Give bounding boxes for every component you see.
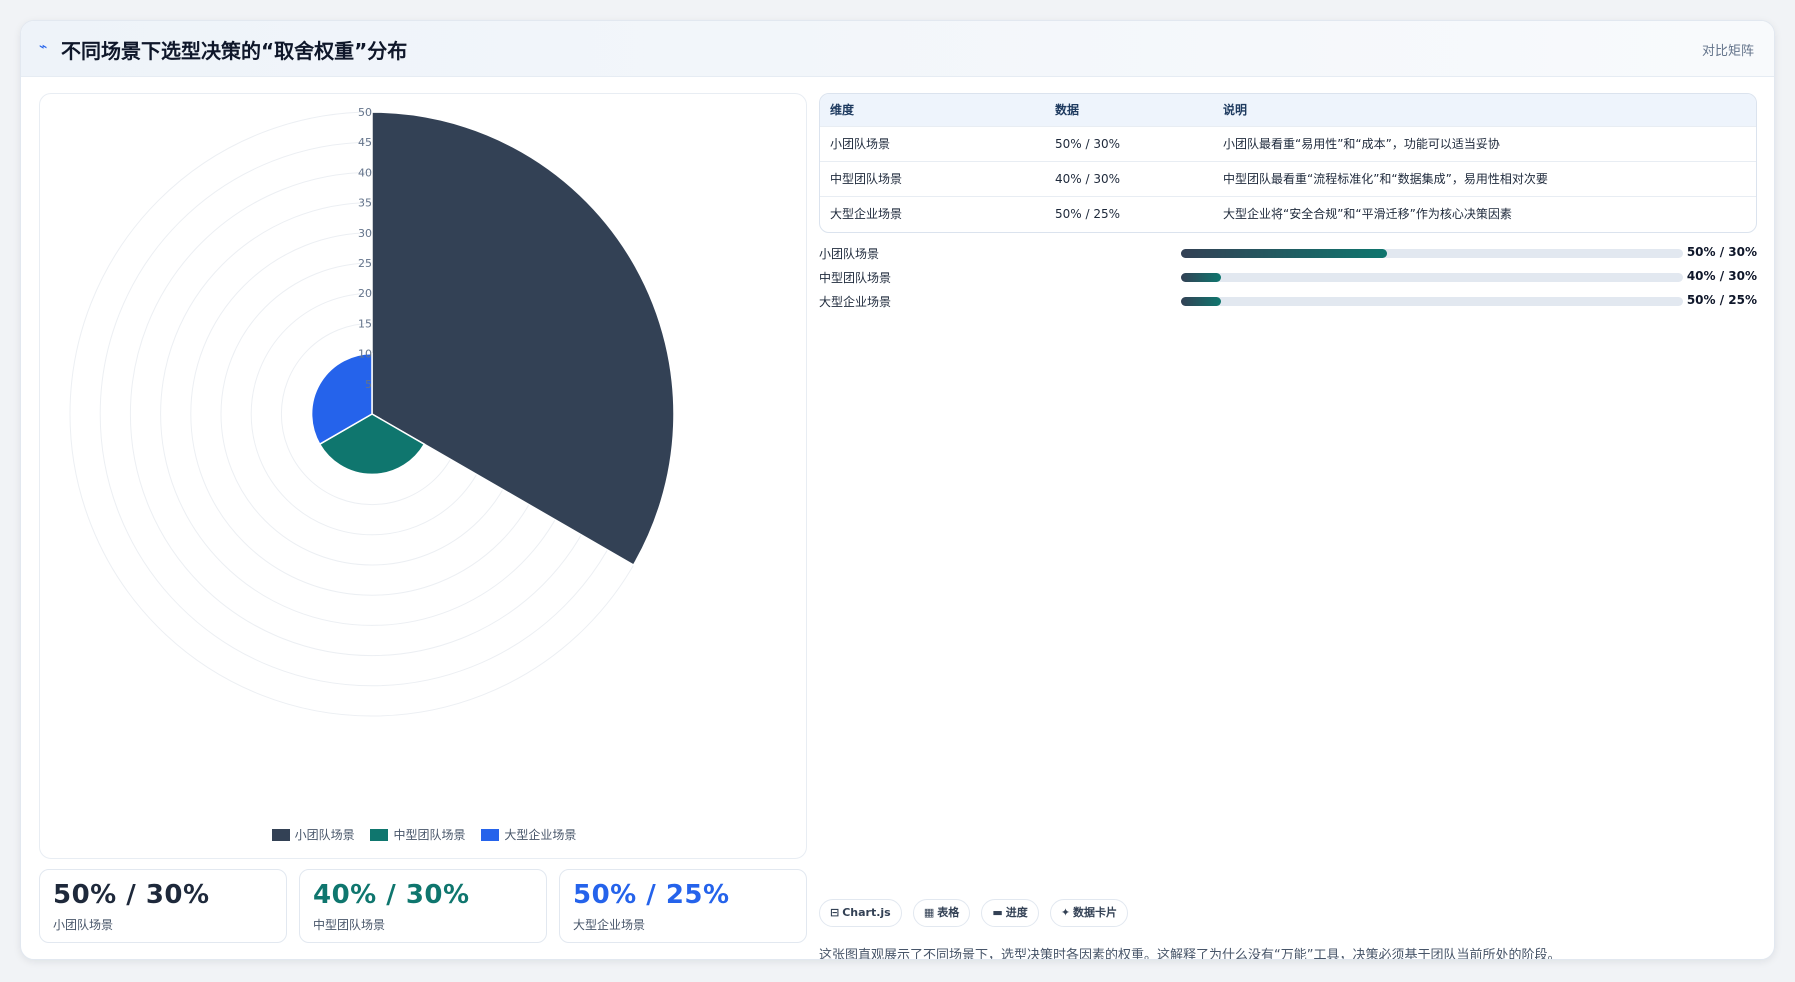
r-tick-label: 15 [358, 317, 372, 330]
legend-label: 中型团队场景 [393, 828, 466, 842]
progress-label: 小团队场景 [819, 247, 880, 261]
legend-swatch [481, 829, 500, 841]
table-row: 大型企业场景 50% / 25% 大型企业将“安全合规”和“平滑迁移”作为核心决… [820, 195, 1756, 231]
progress-label: 中型团队场景 [819, 271, 892, 285]
table-cell: 50% / 30% [1045, 125, 1213, 161]
trend-icon: ⌁ [39, 39, 48, 55]
polar-area-chart: 5 10 15 20 25 30 35 40 45 50 [69, 106, 675, 717]
tag-table[interactable]: ▦ 表格 [912, 899, 971, 927]
table-cell: 40% / 30% [1045, 160, 1213, 196]
data-table: 维度 数据 说明 小团队场景 50% / 30% 小团队最看重“易用性”和“成本… [820, 94, 1756, 231]
chart-legend: 小团队场景 中型团队场景 大型企业场景 [40, 826, 808, 843]
stat-label: 大型企业场景 [573, 918, 646, 932]
stat-card-mid-team: 40% / 30% 中型团队场景 [299, 869, 547, 943]
polar-sector-1 [371, 111, 675, 567]
progress-row-mid-team: 中型团队场景 40% / 30% [819, 267, 1757, 287]
progress-track [1181, 273, 1683, 282]
table-cell: 中型团队最看重“流程标准化”和“数据集成”，易用性相对次要 [1213, 160, 1756, 196]
r-tick-label: 35 [358, 197, 372, 210]
tag-progress[interactable]: ▬ 进度 [981, 899, 1039, 927]
progress-row-small-team: 小团队场景 50% / 30% [819, 243, 1757, 263]
legend-label: 小团队场景 [294, 828, 355, 842]
r-tick-label: 25 [358, 257, 372, 270]
progress-value: 40% / 30% [1686, 269, 1757, 283]
r-tick-label: 40 [358, 166, 372, 179]
progress-value: 50% / 25% [1686, 293, 1757, 307]
footer-note: 这张图直观展示了不同场景下，选型决策时各因素的权重。这解释了为什么没有“万能”工… [819, 948, 1561, 960]
table-cell: 大型企业场景 [820, 195, 1045, 231]
data-table-panel: 维度 数据 说明 小团队场景 50% / 30% 小团队最看重“易用性”和“成本… [819, 93, 1757, 233]
column-header: 维度 [820, 94, 1045, 126]
progress-label: 大型企业场景 [819, 295, 892, 309]
polar-sector-3 [310, 352, 373, 446]
table-row: 中型团队场景 40% / 30% 中型团队最看重“流程标准化”和“数据集成”，易… [820, 160, 1756, 196]
r-tick-label: 20 [358, 287, 372, 300]
stat-label: 小团队场景 [53, 918, 114, 932]
legend-item-enterprise[interactable]: 大型企业场景 [481, 826, 576, 843]
tag-chartjs[interactable]: ⊟ Chart.js [819, 899, 902, 927]
progress-value: 50% / 30% [1686, 245, 1757, 259]
tag-label: 表格 [937, 906, 960, 919]
legend-swatch [370, 829, 389, 841]
progress-fill [1181, 297, 1222, 306]
table-icon: ▦ [923, 906, 935, 919]
tag-data-card[interactable]: ✦ 数据卡片 [1049, 899, 1129, 927]
column-header: 说明 [1213, 94, 1756, 126]
stat-card-enterprise: 50% / 25% 大型企业场景 [559, 869, 807, 943]
chart-panel: 5 10 15 20 25 30 35 40 45 50 小团队场景 中型团队场景 大型企业场景 [39, 93, 807, 859]
chart-card: ⌁ 不同场景下选型决策的“取舍权重”分布 对比矩阵 5 10 15 20 25 30 35 4… [20, 20, 1775, 960]
tag-label: 进度 [1005, 906, 1028, 919]
column-header: 数据 [1045, 94, 1213, 126]
table-header-row: 维度 数据 说明 [820, 94, 1756, 126]
progress-fill [1181, 273, 1222, 282]
legend-swatch [271, 829, 290, 841]
legend-label: 大型企业场景 [504, 828, 577, 842]
table-cell: 50% / 25% [1045, 195, 1213, 231]
r-tick-label: 5 [365, 378, 372, 391]
progress-track [1181, 297, 1683, 306]
page-title: 不同场景下选型决策的“取舍权重”分布 [61, 39, 408, 63]
progress-row-enterprise: 大型企业场景 50% / 25% [819, 291, 1757, 311]
table-cell: 小团队最看重“易用性”和“成本”，功能可以适当妥协 [1213, 125, 1756, 161]
feature-tags: ⊟ Chart.js ▦ 表格 ▬ 进度 ✦ 数据卡片 [819, 899, 1134, 927]
stat-label: 中型团队场景 [313, 918, 386, 932]
chart-icon: ⊟ [830, 906, 840, 919]
tag-label: Chart.js [842, 906, 891, 919]
stat-card-small-team: 50% / 30% 小团队场景 [39, 869, 287, 943]
stat-value: 40% / 30% [313, 880, 470, 910]
progress-track [1181, 249, 1683, 258]
r-tick-label: 45 [358, 136, 372, 149]
tag-label: 数据卡片 [1073, 906, 1118, 919]
table-cell: 中型团队场景 [820, 160, 1045, 196]
table-row: 小团队场景 50% / 30% 小团队最看重“易用性”和“成本”，功能可以适当妥… [820, 125, 1756, 161]
table-cell: 小团队场景 [820, 125, 1045, 161]
sparkle-icon: ✦ [1060, 906, 1071, 919]
progress-icon: ▬ [992, 906, 1003, 919]
r-tick-label: 30 [358, 227, 372, 240]
r-tick-label: 50 [358, 106, 372, 119]
stat-value: 50% / 25% [573, 880, 730, 910]
compare-matrix-link[interactable]: 对比矩阵 [1701, 44, 1754, 59]
r-tick-label: 10 [358, 348, 372, 361]
legend-item-mid-team[interactable]: 中型团队场景 [370, 826, 466, 843]
progress-fill [1181, 249, 1387, 258]
card-header: ⌁ 不同场景下选型决策的“取舍权重”分布 对比矩阵 [21, 21, 1774, 77]
table-cell: 大型企业将“安全合规”和“平滑迁移”作为核心决策因素 [1213, 195, 1756, 231]
stat-value: 50% / 30% [53, 880, 210, 910]
legend-item-small-team[interactable]: 小团队场景 [271, 826, 355, 843]
